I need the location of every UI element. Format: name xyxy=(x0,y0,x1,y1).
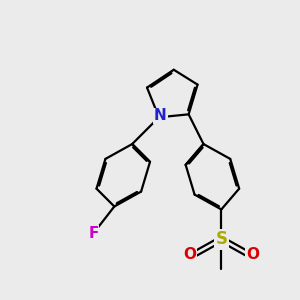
Text: F: F xyxy=(88,226,99,241)
Text: O: O xyxy=(246,247,259,262)
Text: S: S xyxy=(215,230,227,248)
Text: N: N xyxy=(154,108,167,123)
Text: O: O xyxy=(184,247,196,262)
